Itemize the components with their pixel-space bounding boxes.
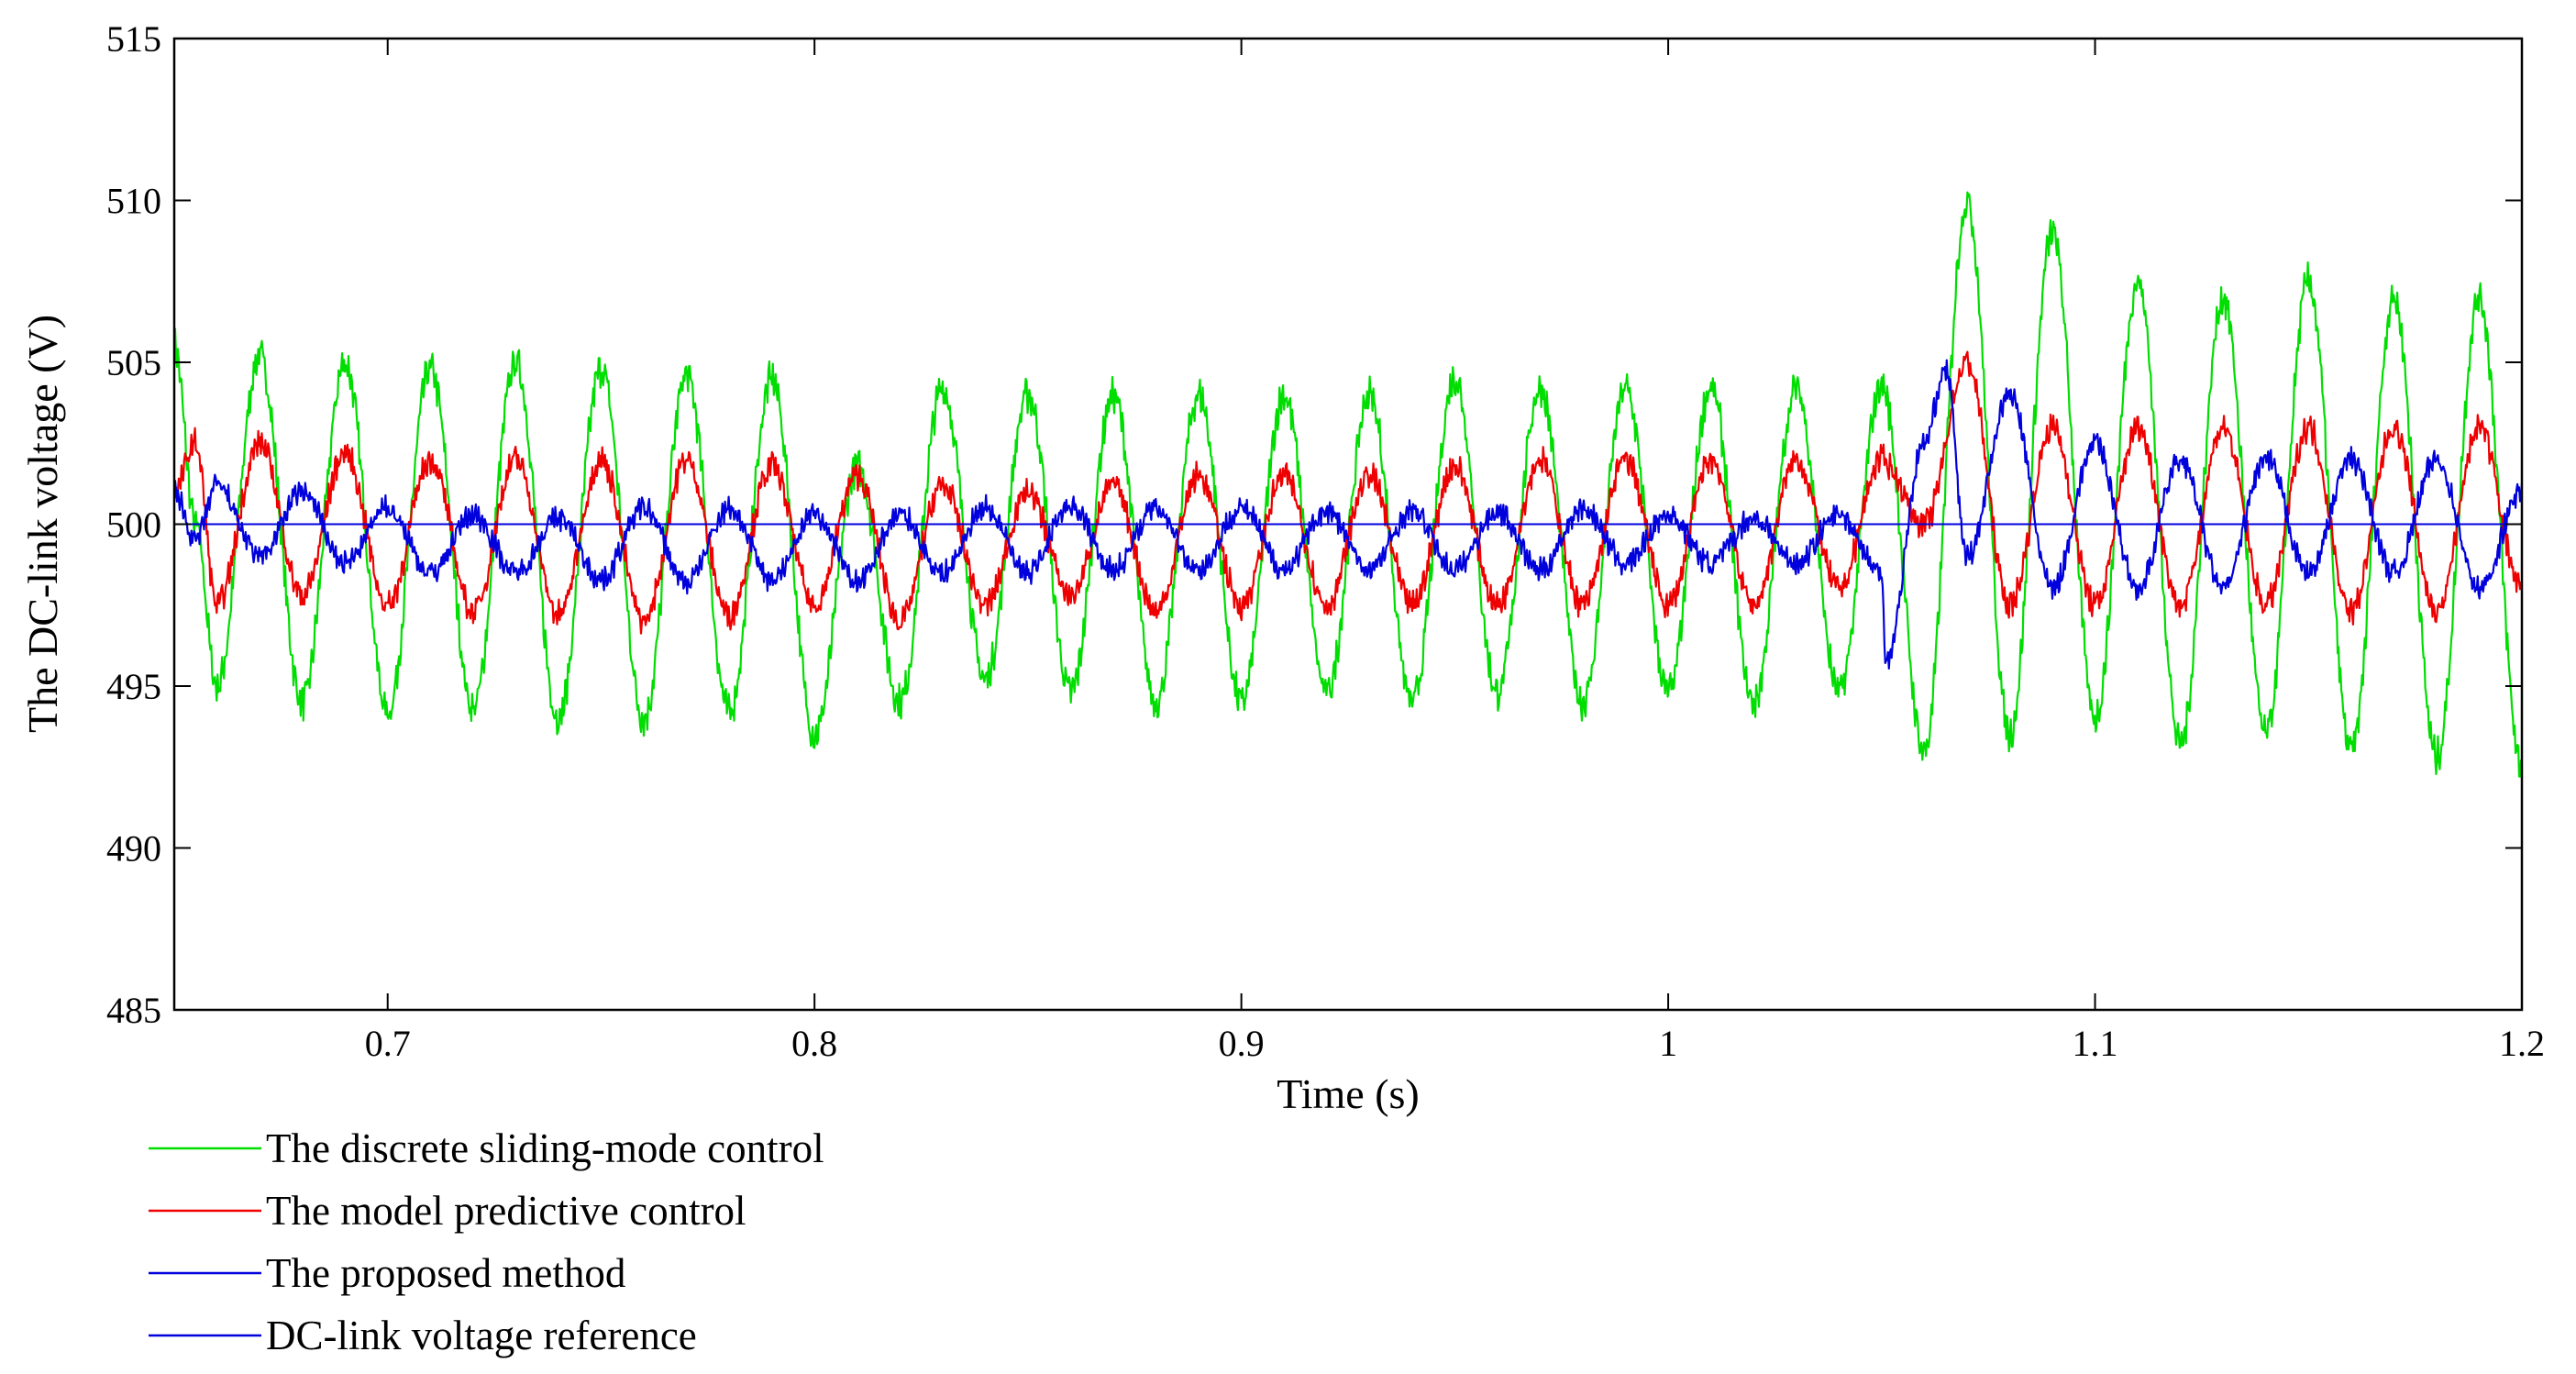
series-layer — [174, 191, 2522, 778]
x-tick-label: 1 — [1659, 1023, 1677, 1064]
y-tick-label: 485 — [106, 990, 161, 1031]
x-tick-label: 1.1 — [2073, 1023, 2118, 1064]
x-tick-label: 0.7 — [365, 1023, 411, 1064]
y-tick-label: 510 — [106, 181, 161, 222]
y-tick-label: 495 — [106, 666, 161, 707]
legend-label: The proposed method — [266, 1250, 625, 1296]
ticks-layer: 0.7 0.8 0.9 1 1.1 1.2 485 490 495 500 505 510 515 — [106, 18, 2545, 1064]
y-tick-label: 500 — [106, 504, 161, 546]
x-tick-label: 0.9 — [1219, 1023, 1265, 1064]
legend-label: The model predictive control — [266, 1188, 746, 1234]
y-tick-label: 515 — [106, 18, 161, 60]
legend-label: The discrete sliding-mode control — [266, 1125, 824, 1171]
x-tick-label: 1.2 — [2499, 1023, 2545, 1064]
legend: The discrete sliding-mode control The mod… — [149, 1125, 824, 1358]
y-tick-label: 505 — [106, 342, 161, 383]
y-axis-title: The DC-link voltage (V) — [19, 315, 66, 733]
series-proposed-line — [174, 359, 2522, 670]
legend-label: DC-link voltage reference — [266, 1313, 697, 1358]
series-sliding-mode-line — [174, 191, 2522, 778]
y-tick-label: 490 — [106, 828, 161, 870]
x-tick-label: 0.8 — [791, 1023, 837, 1064]
x-axis-title: Time (s) — [1277, 1070, 1420, 1117]
